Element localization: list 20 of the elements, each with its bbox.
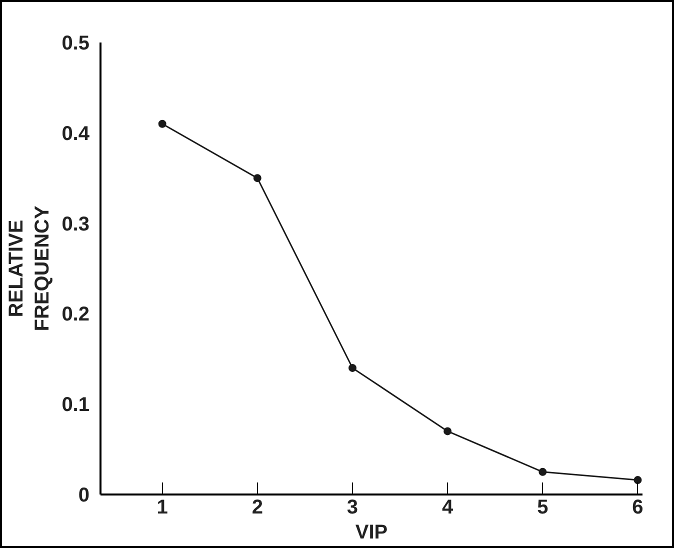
point	[348, 364, 356, 372]
y-tick-label: 0	[78, 484, 90, 506]
point	[158, 120, 166, 128]
x-axis-title: VIP	[355, 522, 388, 544]
point	[538, 468, 547, 476]
x-tick-label: 3	[346, 496, 358, 518]
x-tick-label: 4	[442, 496, 454, 518]
y-tick-label: 0.3	[62, 213, 90, 236]
point	[253, 174, 262, 182]
point	[634, 476, 642, 484]
point	[444, 427, 452, 436]
y-tick-label: 0.1	[62, 394, 90, 416]
y-axis-title: RELATIVE FREQUENCY	[5, 205, 54, 332]
y-tick-label: 0.5	[62, 32, 90, 54]
x-tick-label: 6	[632, 496, 644, 518]
x-tick-label: 5	[537, 496, 548, 518]
x-tick-label: 2	[252, 496, 263, 518]
x-tick-label: 1	[156, 496, 168, 518]
y-tick-label: 0.4	[62, 122, 90, 145]
y-tick-label: 0.2	[62, 304, 90, 326]
